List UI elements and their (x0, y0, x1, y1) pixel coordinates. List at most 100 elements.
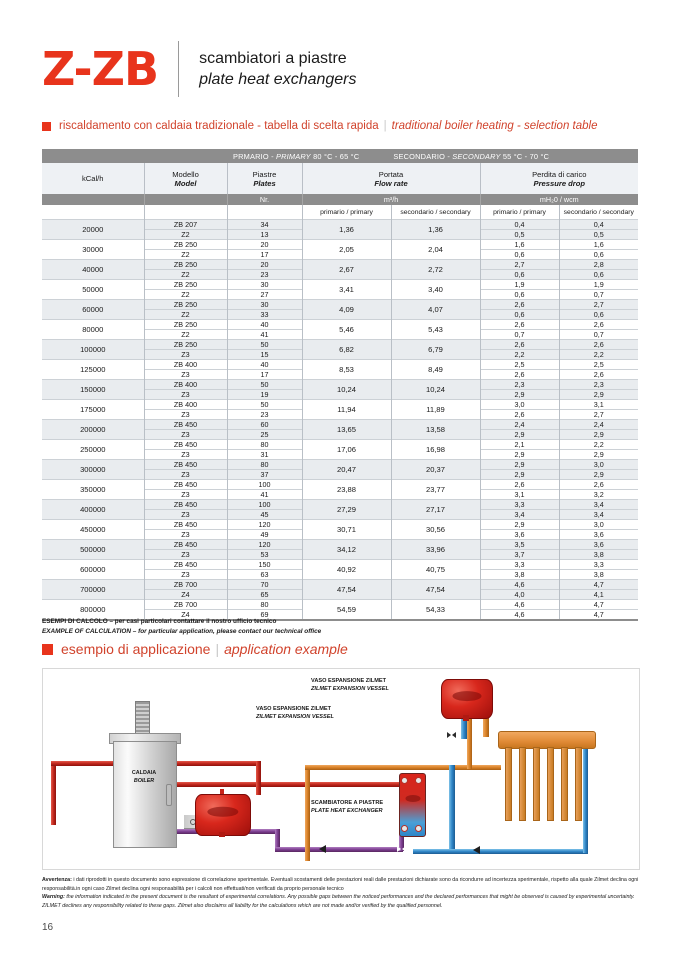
cell-drop-secondary-b: 2,9 (558, 389, 639, 400)
subheader-blank-kcal (42, 205, 144, 220)
cell-drop-secondary-b: 2,7 (558, 409, 639, 420)
page-header: Z-ZB scambiatori a piastre plate heat ex… (42, 34, 638, 104)
pipe-orange-vertical-left (305, 765, 310, 861)
pipe-blue-return-horizontal (413, 849, 588, 854)
cell-drop-primary-b: 0,5 (479, 229, 559, 240)
cell-drop-secondary-a: 3,3 (558, 559, 639, 570)
table-row: 100000 ZB 250 50 6,82 6,79 2,6 2,6 (42, 339, 639, 360)
cell-model-a: ZB 400 (143, 359, 227, 370)
selection-table-wrapper: PRMARIO - PRIMARY 80 °C - 65 °C SECONDARI… (42, 149, 639, 621)
cell-drop-primary-a: 2,3 (479, 379, 559, 390)
table-row: 600000 ZB 450 150 40,92 40,75 3,3 3,3 (42, 559, 639, 580)
table-row: 300000 ZB 450 80 20,47 20,37 2,9 3,0 (42, 459, 639, 480)
exchanger-label-en: PLATE HEAT EXCHANGER (311, 808, 383, 815)
cell-flow-primary: 11,94 (301, 399, 391, 420)
cell-drop-primary-a: 2,9 (479, 519, 559, 530)
table-row: 30000 ZB 250 20 2,05 2,04 1,6 1,6 (42, 239, 639, 260)
table-row: 250000 ZB 450 80 17,06 16,98 2,1 2,2 (42, 439, 639, 460)
table-row: Z2 13 0,5 0,5 (42, 229, 639, 240)
cell-kcal: 600000 (42, 559, 144, 580)
units-blank-model (143, 194, 227, 205)
cell-drop-secondary-b: 0,6 (558, 269, 639, 280)
bullet-square-icon (42, 121, 51, 131)
cell-plates-a: 30 (226, 279, 302, 290)
valve-upper (447, 732, 456, 738)
pipe-orange-vessel-riser (467, 699, 472, 769)
boiler-label-en: BOILER (133, 778, 155, 785)
band-primary-label: PRMARIO - (232, 151, 276, 161)
cell-drop-primary-b: 3,6 (479, 529, 559, 540)
vessel-lower-label: VASO ESPANSIONE ZILMET ZILMET EXPANSION … (256, 705, 334, 721)
cell-drop-primary-b: 2,2 (479, 349, 559, 360)
calculation-note-en: EXAMPLE OF CALCULATION – for particular … (42, 627, 322, 635)
header-titles: scambiatori a piastre plate heat exchang… (179, 48, 356, 90)
application-diagram: CALDAIA BOILER VASO ESPANSIONE ZILMET ZI… (42, 668, 640, 870)
band-primary-en: PRIMARY (276, 151, 311, 161)
cell-drop-primary-a: 1,6 (479, 239, 559, 250)
cell-drop-secondary-a: 2,6 (558, 479, 639, 490)
cell-drop-secondary-a: 4,7 (558, 579, 639, 590)
cell-kcal: 60000 (42, 299, 144, 320)
radiator-fin-5 (561, 747, 568, 821)
cell-plates-b: 19 (226, 389, 302, 400)
table-row: Z3 23 2,6 2,7 (42, 409, 639, 420)
cell-drop-secondary-a: 2,3 (558, 379, 639, 390)
table-row: 800000 ZB 700 80 54,59 54,33 4,6 4,7 (42, 599, 639, 619)
radiator-fin-2 (519, 747, 526, 821)
cell-drop-secondary-a: 3,0 (558, 519, 639, 530)
subheader-drop-secondary: secondario / secondary (558, 205, 639, 220)
cell-flow-primary: 6,82 (301, 339, 391, 360)
section-title-it: riscaldamento con caldaia tradizionale -… (59, 120, 379, 132)
cell-drop-primary-a: 4,6 (479, 579, 559, 590)
table-row: Z3 49 3,6 3,6 (42, 529, 639, 540)
cell-flow-secondary: 3,40 (390, 279, 480, 300)
cell-model-b: Z2 (143, 229, 227, 240)
cell-flow-secondary: 13,58 (390, 419, 480, 440)
cell-model-b: Z4 (143, 589, 227, 600)
cell-drop-secondary-b: 2,2 (558, 349, 639, 360)
cell-drop-primary-a: 1,9 (479, 279, 559, 290)
cell-flow-primary: 2,05 (301, 239, 391, 260)
table-row: 700000 ZB 700 70 47,54 47,54 4,6 4,7 (42, 579, 639, 600)
cell-plates-b: 45 (226, 509, 302, 520)
example-title-it: esempio di applicazione (61, 641, 211, 657)
table-row: Z3 37 2,9 2,9 (42, 469, 639, 480)
cell-model-b: Z2 (143, 289, 227, 300)
cell-plates-a: 120 (226, 519, 302, 530)
cell-model-a: ZB 450 (143, 539, 227, 550)
col-header-flow: Portata Flow rate (301, 163, 480, 194)
cell-model-a: ZB 700 (143, 579, 227, 590)
cell-plates-b: 27 (226, 289, 302, 300)
cell-plates-a: 50 (226, 399, 302, 410)
table-body: 20000 ZB 207 34 1,36 1,36 0,4 0,4 Z2 13 0,5 0,5 300… (42, 219, 639, 619)
cell-flow-primary: 5,46 (301, 319, 391, 340)
cell-kcal: 250000 (42, 439, 144, 460)
table-row: Z2 27 0,6 0,7 (42, 289, 639, 300)
cell-plates-b: 23 (226, 409, 302, 420)
table-row: 450000 ZB 450 120 30,71 30,56 2,9 3,0 (42, 519, 639, 540)
band-secondary-temp: 55 °C - 70 °C (500, 151, 550, 161)
cell-plates-a: 50 (226, 339, 302, 350)
cell-drop-primary-b: 2,6 (479, 409, 559, 420)
table-row: 60000 ZB 250 30 4,09 4,07 2,6 2,7 (42, 299, 639, 320)
cell-drop-secondary-a: 2,5 (558, 359, 639, 370)
table-row: 400000 ZB 450 100 27,29 27,17 3,3 3,4 (42, 499, 639, 520)
col-header-drop: Perdita di carico Pressure drop (479, 163, 639, 194)
warning-en-text: the information indicated in the present… (42, 894, 635, 909)
cell-kcal: 50000 (42, 279, 144, 300)
warning-it: Avvertenza: i dati riprodotti in questo … (42, 876, 640, 893)
cell-flow-secondary: 47,54 (390, 579, 480, 600)
band-temperatures: PRMARIO - PRIMARY 80 °C - 65 °C SECONDARI… (144, 149, 639, 163)
warning-it-text: i dati riprodotti in questo documento so… (42, 877, 639, 892)
cell-model-b: Z4 (143, 609, 227, 619)
table-row: 80000 ZB 250 40 5,46 5,43 2,6 2,6 (42, 319, 639, 340)
cell-flow-secondary: 11,89 (390, 399, 480, 420)
cell-drop-secondary-a: 1,6 (558, 239, 639, 250)
band-secondary-en: SECONDARY (452, 151, 501, 161)
cell-kcal: 40000 (42, 259, 144, 280)
cell-drop-secondary-b: 4,1 (558, 589, 639, 600)
col-header-kcal: kCal/h (42, 163, 144, 194)
cell-model-b: Z2 (143, 269, 227, 280)
cell-plates-b: 63 (226, 569, 302, 580)
cell-drop-secondary-b: 0,5 (558, 229, 639, 240)
